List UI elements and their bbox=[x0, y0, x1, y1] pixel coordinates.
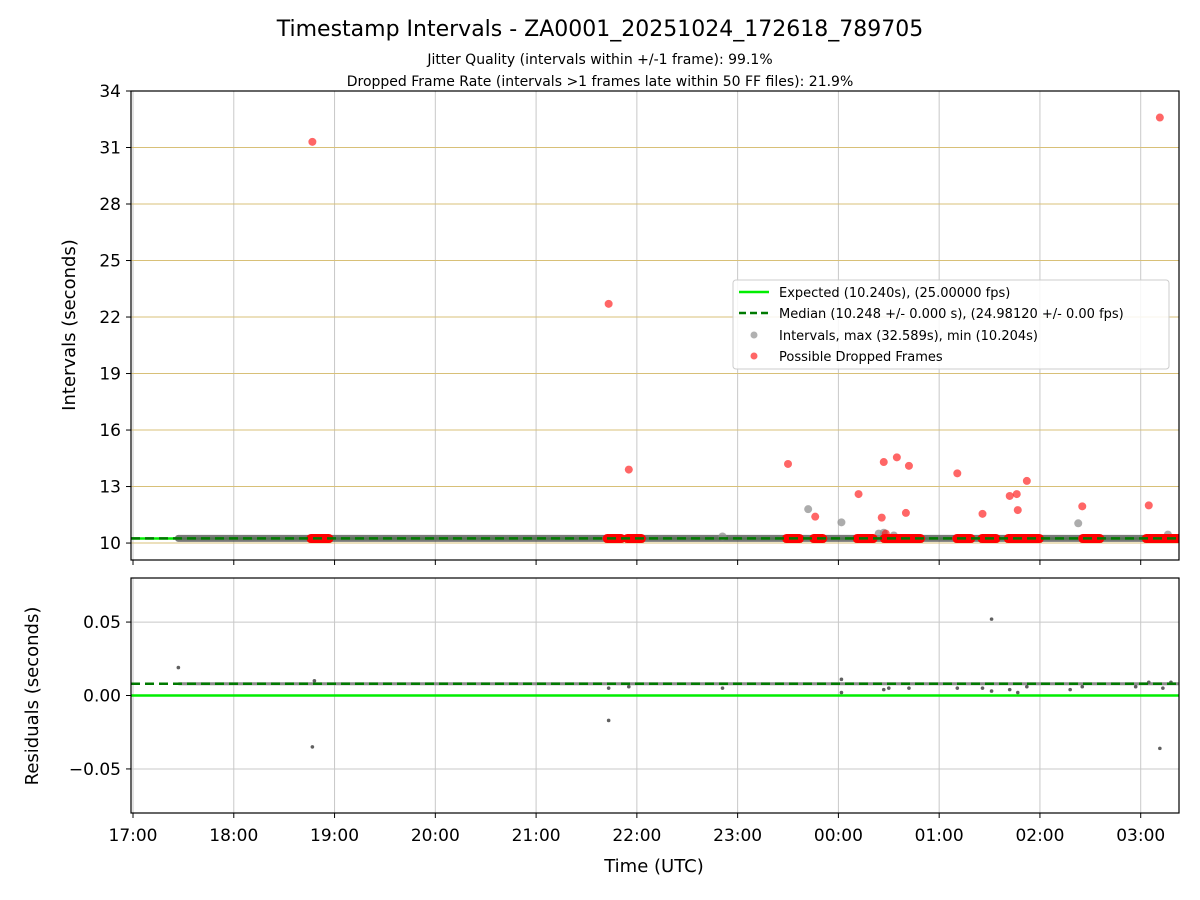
dropped-frames-cluster bbox=[622, 534, 646, 544]
intervals-y-tick-label: 19 bbox=[99, 365, 121, 385]
residuals-y-tick-label: 0.05 bbox=[83, 613, 121, 633]
residual-point bbox=[989, 617, 994, 621]
residual-point bbox=[627, 684, 631, 689]
residual-point bbox=[1015, 690, 1020, 695]
dropped-frame-point bbox=[1013, 506, 1022, 515]
legend-dropped-label: Possible Dropped Frames bbox=[779, 350, 943, 365]
residuals-y-tick-label: 0.00 bbox=[83, 687, 121, 707]
residual-point bbox=[881, 687, 886, 692]
intervals-y-ticks: 10 13 16 19 22 25 28 31 34 bbox=[99, 82, 131, 554]
residual-point bbox=[1068, 687, 1072, 692]
residual-point bbox=[839, 677, 844, 682]
dropped-frame-point bbox=[877, 513, 886, 522]
residuals-y-tick-label: −0.05 bbox=[69, 760, 121, 780]
residual-point bbox=[310, 745, 315, 749]
residual-point bbox=[980, 686, 985, 690]
residual-point bbox=[1007, 687, 1012, 692]
residuals-y-axis-label: Residuals (seconds) bbox=[22, 607, 43, 786]
x-tick-label: 03:00 bbox=[1116, 826, 1165, 846]
dropped-frame-point bbox=[1144, 501, 1153, 510]
residual-point bbox=[1161, 686, 1165, 690]
intervals-panel: 10 13 16 19 22 25 28 31 34 Intervals (seconds) E… bbox=[59, 82, 1180, 565]
intervals-y-tick-label: 31 bbox=[99, 139, 121, 159]
intervals-y-tick-label: 22 bbox=[99, 308, 121, 328]
residual-point bbox=[312, 679, 317, 683]
residual-point bbox=[176, 665, 181, 670]
chart-title: Timestamp Intervals - ZA0001_20251024_17… bbox=[276, 17, 924, 42]
x-tick-label: 01:00 bbox=[915, 826, 964, 846]
intervals-y-axis-label: Intervals (seconds) bbox=[59, 239, 80, 411]
interval-point bbox=[1074, 519, 1083, 528]
dropped-frame-point bbox=[901, 508, 910, 517]
residual-point bbox=[1025, 684, 1029, 689]
residual-point bbox=[955, 686, 960, 690]
residual-point bbox=[907, 686, 911, 690]
residuals-y-ticks: 0.05 0.00 −0.05 bbox=[69, 613, 131, 780]
residual-point bbox=[1080, 684, 1085, 689]
legend-median-label: Median (10.248 +/- 0.000 s), (24.98120 +… bbox=[779, 307, 1124, 322]
intervals-grid bbox=[131, 90, 1179, 560]
dropped-frame-point bbox=[604, 299, 613, 308]
x-tick-label: 19:00 bbox=[310, 826, 359, 846]
dropped-frame-point bbox=[881, 529, 890, 538]
legend-intervals-marker bbox=[750, 331, 758, 339]
dropped-frame-point bbox=[308, 137, 317, 146]
intervals-y-tick-label: 16 bbox=[99, 421, 121, 441]
x-tick-label: 18:00 bbox=[209, 826, 258, 846]
residual-point bbox=[720, 686, 725, 690]
dropped-frame-point bbox=[1022, 476, 1031, 485]
residual-point bbox=[1133, 684, 1138, 689]
legend: Expected (10.240s), (25.00000 fps) Media… bbox=[732, 279, 1170, 370]
dropped-frames-cluster bbox=[1003, 534, 1044, 544]
dropped-frame-point bbox=[978, 509, 987, 518]
dropped-frame-point bbox=[811, 512, 820, 521]
x-tick-label: 00:00 bbox=[814, 826, 863, 846]
intervals-y-tick-label: 34 bbox=[99, 82, 121, 102]
x-tick-label: 22:00 bbox=[612, 826, 661, 846]
intervals-x-ticks bbox=[132, 560, 1142, 565]
x-tick-label: 21:00 bbox=[512, 826, 561, 846]
intervals-plot-area bbox=[131, 113, 1179, 544]
legend-intervals-label: Intervals, max (32.589s), min (10.204s) bbox=[779, 329, 1038, 344]
dropped-frame-point bbox=[1012, 490, 1021, 499]
intervals-axes-frame bbox=[130, 90, 1180, 561]
dropped-frame-point bbox=[854, 490, 863, 499]
residuals-plot-area bbox=[131, 617, 1179, 751]
residual-point bbox=[989, 689, 994, 693]
dropped-frame-point bbox=[892, 453, 901, 462]
chart-subtitle-dropped: Dropped Frame Rate (intervals >1 frames … bbox=[347, 74, 854, 90]
dropped-frame-point bbox=[953, 469, 962, 478]
intervals-y-tick-label: 10 bbox=[99, 534, 121, 554]
dropped-frame-point bbox=[879, 458, 888, 467]
residuals-panel: 0.05 0.00 −0.05 17:00 18:00 19:00 20:00 21:00 2… bbox=[22, 577, 1180, 877]
residual-point bbox=[606, 718, 611, 723]
dropped-frame-point bbox=[904, 461, 913, 470]
residuals-x-ticks: 17:00 18:00 19:00 20:00 21:00 22:00 23:00 00:00… bbox=[109, 813, 1165, 846]
legend-dropped-marker bbox=[750, 352, 758, 360]
x-tick-label: 20:00 bbox=[411, 826, 460, 846]
residual-point bbox=[1158, 746, 1162, 751]
x-tick-label: 02:00 bbox=[1015, 826, 1064, 846]
dropped-frame-point bbox=[1005, 491, 1014, 500]
legend-expected-label: Expected (10.240s), (25.00000 fps) bbox=[779, 286, 1010, 301]
dropped-frame-point bbox=[1078, 502, 1087, 511]
legend-box bbox=[732, 279, 1170, 370]
x-tick-label: 17:00 bbox=[109, 826, 158, 846]
residual-point bbox=[839, 690, 844, 695]
dropped-frame-point bbox=[784, 459, 793, 468]
chart-subtitle-jitter: Jitter Quality (intervals within +/-1 fr… bbox=[426, 52, 772, 68]
dropped-frame-point bbox=[1155, 113, 1164, 122]
dropped-frame-point bbox=[624, 465, 633, 474]
intervals-y-tick-label: 25 bbox=[99, 252, 121, 272]
x-tick-label: 23:00 bbox=[713, 826, 762, 846]
intervals-y-tick-label: 28 bbox=[99, 195, 121, 215]
residual-point bbox=[606, 686, 611, 690]
interval-point bbox=[804, 505, 813, 514]
x-axis-label: Time (UTC) bbox=[603, 856, 704, 877]
interval-point bbox=[837, 518, 846, 527]
residual-point bbox=[886, 686, 891, 690]
intervals-y-tick-label: 13 bbox=[99, 478, 121, 498]
